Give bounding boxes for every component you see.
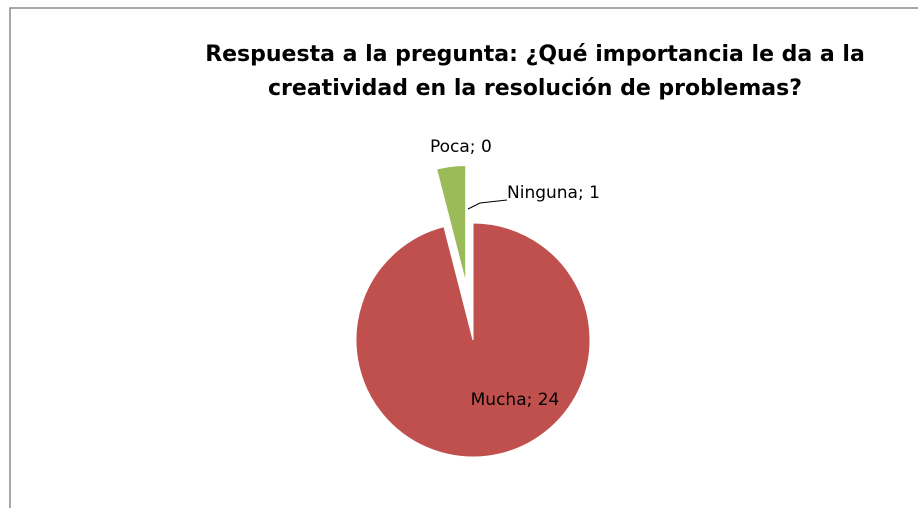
- data-label: Ninguna; 1: [507, 183, 600, 203]
- data-label: Mucha; 24: [471, 390, 560, 410]
- chart-title: Respuesta a la pregunta: ¿Qué importanci…: [205, 42, 865, 101]
- leader-line: [467, 199, 508, 210]
- data-label: Poca; 0: [430, 137, 492, 157]
- pie-slice: [436, 164, 467, 283]
- chart-frame: [9, 7, 918, 508]
